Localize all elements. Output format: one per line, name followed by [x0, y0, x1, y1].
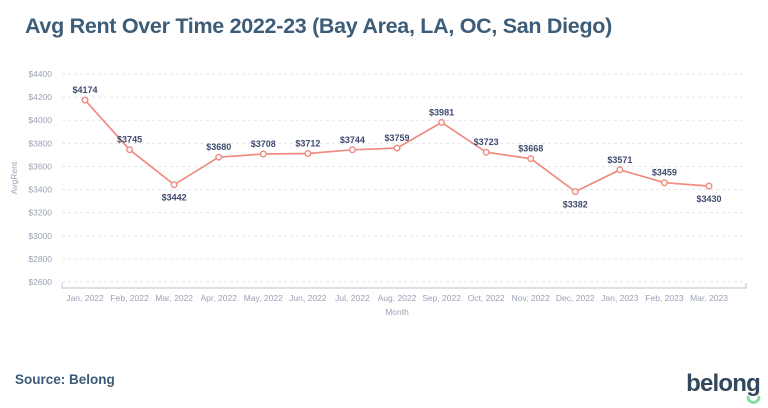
- data-point-label: $3708: [251, 139, 276, 149]
- data-point-label: $3723: [474, 137, 499, 147]
- x-tick-label: Mar, 2023: [690, 293, 728, 303]
- x-tick-label: Dec, 2022: [556, 293, 595, 303]
- data-point-label: $3712: [295, 139, 320, 149]
- x-tick-label: May, 2022: [244, 293, 283, 303]
- data-point-marker: [616, 166, 624, 174]
- data-point-label: $4174: [72, 85, 97, 95]
- data-point-label: $3744: [340, 135, 365, 145]
- y-tick-label: $4000: [28, 115, 52, 125]
- data-point-marker: [304, 150, 312, 158]
- y-tick-label: $4200: [28, 92, 52, 102]
- y-axis-title: AvgRent: [9, 161, 19, 194]
- data-point-marker: [170, 181, 178, 189]
- y-tick-label: $2800: [28, 254, 52, 264]
- y-tick-label: $3200: [28, 208, 52, 218]
- y-tick-label: $3600: [28, 161, 52, 171]
- data-point-label: $3459: [652, 168, 677, 178]
- data-point-marker: [259, 150, 267, 158]
- y-tick-label: $3400: [28, 185, 52, 195]
- x-tick-label: Nov, 2022: [512, 293, 550, 303]
- data-point-label: $3981: [429, 107, 454, 117]
- x-tick-label: Jul, 2022: [335, 293, 370, 303]
- rent-line-chart: $2600 $2800 $3000 $3200 $3400 $3600 $3800 $4000…: [0, 58, 768, 322]
- x-tick-label: Oct, 2022: [468, 293, 505, 303]
- data-point-label: $3571: [607, 155, 632, 165]
- source-label: Source: Belong: [15, 372, 115, 387]
- data-point-marker: [527, 155, 535, 163]
- x-tick-label: Jan, 2023: [601, 293, 639, 303]
- belong-logo: belong: [686, 370, 762, 404]
- data-point-marker: [571, 188, 579, 196]
- data-point-marker: [438, 118, 446, 126]
- x-tick-label: Feb, 2022: [110, 293, 149, 303]
- data-point-label: $3668: [518, 144, 543, 154]
- x-tick-label: Feb, 2023: [645, 293, 684, 303]
- data-point-marker: [348, 146, 356, 154]
- y-tick-label: $3800: [28, 138, 52, 148]
- x-tick-label: Jan, 2022: [66, 293, 104, 303]
- y-tick-label: $3000: [28, 231, 52, 241]
- x-axis-title: Month: [385, 307, 409, 317]
- y-tick-label: $2600: [28, 277, 52, 287]
- chart-canvas: $2600 $2800 $3000 $3200 $3400 $3600 $3800 $4000…: [9, 69, 747, 317]
- data-point-marker: [660, 179, 668, 187]
- data-point-marker: [215, 153, 223, 161]
- x-tick-label: Apr, 2022: [201, 293, 238, 303]
- data-point-marker: [393, 144, 401, 152]
- data-point-marker: [482, 148, 490, 156]
- data-point-label: $3382: [563, 200, 588, 210]
- y-tick-label: $4400: [28, 69, 52, 79]
- data-point-label: $3745: [117, 135, 142, 145]
- data-point-label: $3442: [162, 193, 187, 203]
- x-tick-label: Mar, 2022: [155, 293, 193, 303]
- logo-smile-icon: [746, 395, 761, 404]
- data-point-label: $3430: [696, 194, 721, 204]
- data-point-marker: [126, 146, 134, 154]
- page-title: Avg Rent Over Time 2022-23 (Bay Area, LA…: [25, 14, 612, 38]
- x-tick-label: Aug, 2022: [378, 293, 417, 303]
- x-axis-line: [61, 283, 747, 289]
- x-tick-label: Jun, 2022: [289, 293, 327, 303]
- x-tick-label: Sep, 2022: [422, 293, 461, 303]
- data-point-marker: [81, 96, 89, 104]
- data-point-label: $3680: [206, 142, 231, 152]
- data-point-label: $3759: [384, 133, 409, 143]
- belong-logo-text: belong: [686, 370, 761, 397]
- data-point-marker: [705, 182, 713, 190]
